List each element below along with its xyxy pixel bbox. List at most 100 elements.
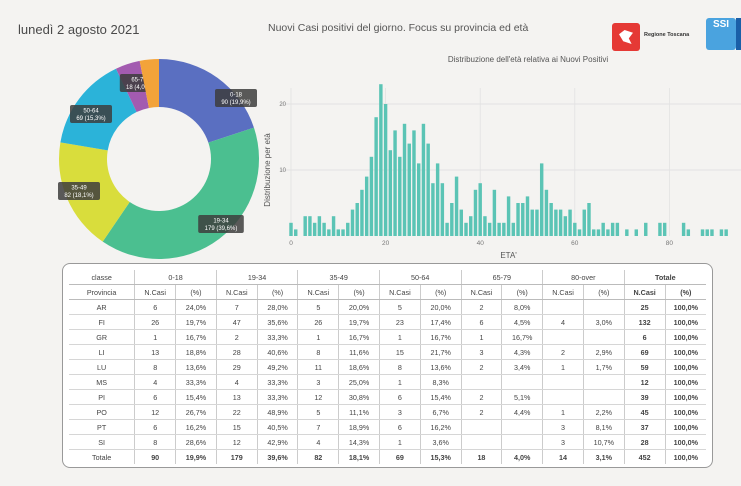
ncasi-cell: 3 <box>542 434 584 450</box>
pct-cell: 100,0% <box>665 314 706 330</box>
province-cell: MS <box>69 374 136 390</box>
ncasi-header: N.Casi <box>134 284 177 300</box>
histogram-bar <box>521 203 525 236</box>
histogram-bar <box>487 222 492 236</box>
histogram-bar <box>454 176 459 236</box>
ncasi-cell: 1 <box>379 374 421 390</box>
ncasi-header: N.Casi <box>297 284 340 300</box>
x-tick-label: 20 <box>382 240 390 247</box>
ncasi-header: N.Casi <box>624 284 666 300</box>
histogram-bar <box>592 229 596 236</box>
ncasi-cell: 6 <box>379 419 421 435</box>
pct-cell: 100,0% <box>665 434 706 450</box>
table-row: SI 8 28,6% 12 42,9% 4 14,3% 1 3,6% 3 10,7% 28 100,0% <box>69 434 706 450</box>
pct-cell: 39,6% <box>257 449 299 464</box>
table-row: GR 1 16,7% 2 33,3% 1 16,7% 1 16,7% 1 16,7% 6 100,0% <box>69 329 706 345</box>
histogram-bar <box>511 222 516 236</box>
svg-text:69 (15,3%): 69 (15,3%) <box>76 116 105 122</box>
svg-text:0-18: 0-18 <box>230 93 243 99</box>
ncasi-cell: 6 <box>624 329 666 345</box>
pct-cell: 10,7% <box>583 434 625 450</box>
ncasi-cell: 1 <box>134 329 177 345</box>
pct-cell: 24,0% <box>175 299 217 315</box>
pct-cell: 4,5% <box>501 314 544 330</box>
histogram-bar <box>289 222 293 236</box>
histogram-bar <box>426 143 430 236</box>
table-row: MS 4 33,3% 4 33,3% 3 25,0% 1 8,3% 12 100,0% <box>69 374 706 390</box>
pct-cell: 100,0% <box>665 419 706 435</box>
pct-cell: 30,8% <box>338 389 380 405</box>
pct-cell: 28,0% <box>257 299 299 315</box>
ncasi-cell: 15 <box>379 344 421 360</box>
histogram-bar <box>681 222 686 236</box>
pct-header: (%) <box>257 284 299 300</box>
province-cell: PO <box>69 404 136 420</box>
histogram-bar <box>662 222 667 236</box>
pct-cell: 100,0% <box>665 299 706 315</box>
histogram-bar <box>393 130 397 236</box>
histogram-bar <box>497 222 501 236</box>
ncasi-cell: 1 <box>379 434 421 450</box>
ncasi-cell: 3 <box>379 404 421 420</box>
histogram-bar <box>383 104 388 236</box>
table-row: PT 6 16,2% 15 40,5% 7 18,9% 6 16,2% 3 8,1% 37 100,0% <box>69 419 706 435</box>
histogram-bar <box>473 189 478 236</box>
ncasi-cell <box>542 389 584 405</box>
histogram-bar <box>563 216 568 236</box>
histogram-bar <box>398 156 402 236</box>
histogram-bar <box>634 229 639 236</box>
histogram-title: Distribuzione dell'età relativa ai Nuovi… <box>448 55 608 64</box>
histogram-bar <box>478 183 482 236</box>
ncasi-cell <box>461 419 503 435</box>
ncasi-cell: 15 <box>216 419 258 435</box>
age-group-header: Totale <box>624 270 706 285</box>
pct-cell: 19,7% <box>175 314 217 330</box>
histogram-bar <box>554 209 558 236</box>
pie-slice-0-18 <box>159 59 254 143</box>
data-table: classe 0-18 19-34 35-49 50-64 65-79 80-over Tot… <box>69 270 706 464</box>
ncasi-cell: 1 <box>542 359 584 375</box>
ncasi-cell: 13 <box>216 389 258 405</box>
pie-slice-19-34 <box>102 127 259 259</box>
pct-cell: 2,9% <box>583 344 625 360</box>
table-row: FI 26 19,7% 47 35,6% 26 19,7% 23 17,4% 6 4,5% 4 3,0%… <box>69 314 706 330</box>
pct-cell: 28,6% <box>175 434 217 450</box>
histogram-bar <box>327 229 331 236</box>
ncasi-cell: 82 <box>297 449 340 464</box>
ncasi-cell: 90 <box>134 449 177 464</box>
histogram-bar <box>644 222 648 236</box>
pct-cell <box>583 299 625 315</box>
histogram-bar <box>445 222 449 236</box>
pct-cell: 100,0% <box>673 452 698 462</box>
ncasi-cell: 452 <box>624 449 666 464</box>
histogram-bar <box>582 209 586 236</box>
age-group-header: 65-79 <box>461 270 544 285</box>
age-group-header: 50-64 <box>379 270 462 285</box>
pct-cell: 20,0% <box>338 299 380 315</box>
histogram-bar <box>719 229 724 236</box>
age-group-header: 19-34 <box>216 270 299 285</box>
ncasi-cell: 179 <box>216 449 258 464</box>
pct-cell: 16,7% <box>338 329 380 345</box>
pct-cell: 13,6% <box>420 359 462 375</box>
pct-cell: 3,6% <box>420 434 462 450</box>
table-row: LI 13 18,8% 28 40,6% 8 11,6% 15 21,7% 3 4,3% 2 2,9% 6… <box>69 344 706 360</box>
ncasi-cell: 5 <box>297 299 340 315</box>
ncasi-header: N.Casi <box>379 284 421 300</box>
x-tick-label: 0 <box>289 240 293 247</box>
ncasi-cell: 23 <box>379 314 421 330</box>
pct-cell: 18,9% <box>338 419 380 435</box>
ncasi-cell: 22 <box>216 404 258 420</box>
pct-cell: 1,7% <box>583 359 625 375</box>
ncasi-cell: 26 <box>297 314 340 330</box>
ncasi-cell <box>461 434 503 450</box>
pct-cell: 33,3% <box>257 329 299 345</box>
histogram-bar <box>573 222 577 236</box>
svg-text:82 (18,1%): 82 (18,1%) <box>64 193 93 199</box>
regione-toscana-flag-icon <box>612 23 640 51</box>
ncasi-cell: 18 <box>461 449 503 464</box>
histogram-bar <box>412 130 416 236</box>
svg-text:90 (19,9%): 90 (19,9%) <box>221 100 250 106</box>
svg-text:179 (39,6%): 179 (39,6%) <box>205 226 238 232</box>
